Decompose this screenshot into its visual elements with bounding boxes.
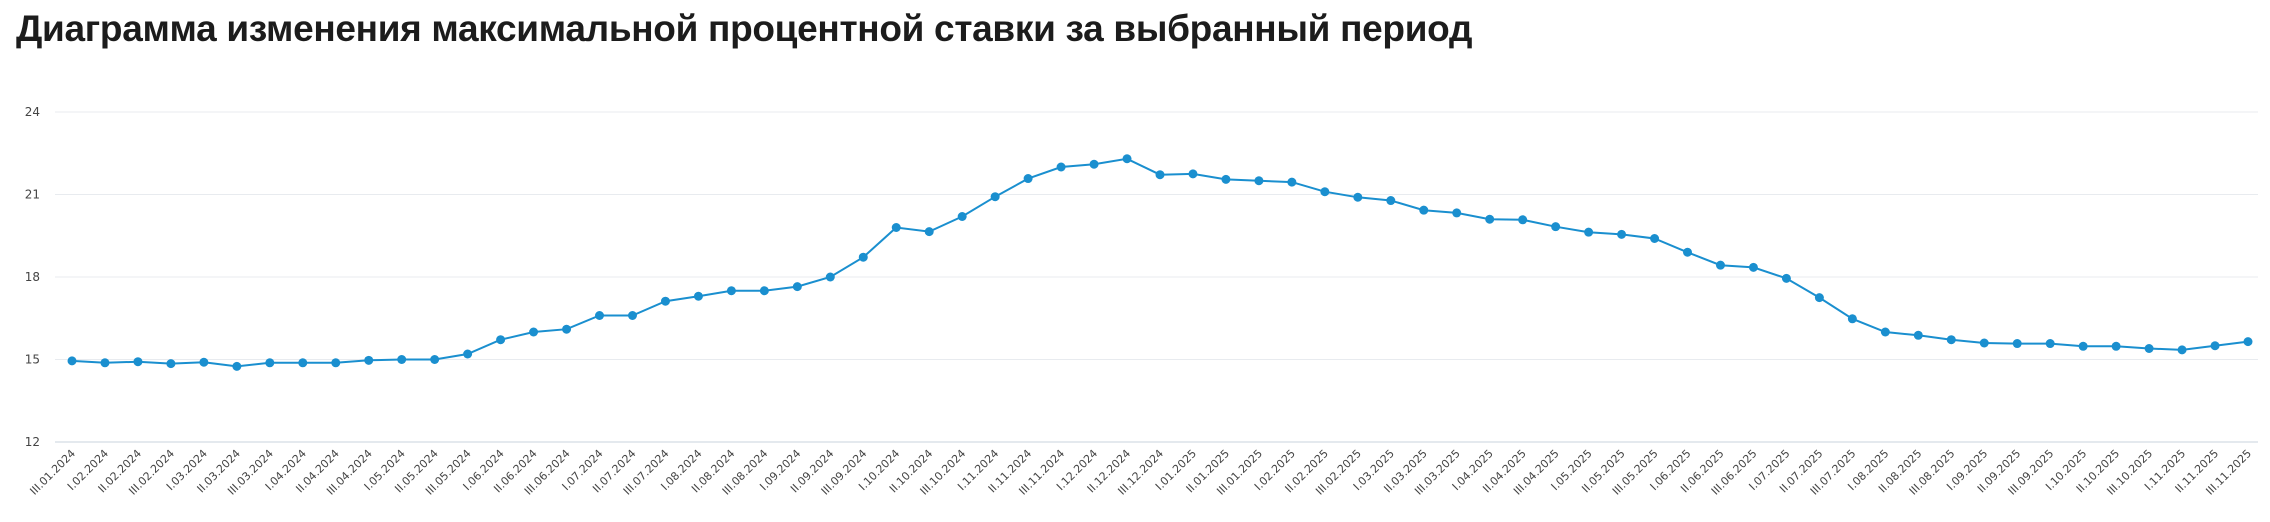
data-point[interactable]: II.10.2025: 15.48 — [2111, 341, 2121, 351]
page-title: Диаграмма изменения максимальной процент… — [16, 8, 1473, 49]
x-axis-tick-labels: III.01.2024I.02.2024II.02.2024III.02.202… — [27, 447, 2254, 498]
data-point[interactable]: III.11.2024: 22 — [1056, 162, 1066, 172]
data-point[interactable]: I.12.2024: 22.1 — [1089, 159, 1099, 169]
data-point[interactable]: III.08.2025: 15.72 — [1946, 335, 1956, 345]
data-point[interactable]: I.04.2024: 14.88 — [298, 358, 308, 368]
data-point[interactable]: III.06.2024: 16.1 — [562, 324, 572, 334]
data-point[interactable]: III.02.2025: 20.9 — [1353, 192, 1363, 202]
data-point[interactable]: II.11.2025: 15.5 — [2210, 341, 2220, 351]
data-point[interactable]: I.11.2024: 20.92 — [990, 192, 1000, 202]
data-point[interactable]: III.05.2025: 19.4 — [1650, 234, 1660, 243]
data-point[interactable]: II.02.2025: 21.1 — [1320, 187, 1330, 197]
data-point[interactable]: II.04.2024: 14.88 — [331, 358, 341, 368]
data-point[interactable]: III.03.2024: 14.88 — [265, 358, 275, 368]
data-point[interactable]: III.03.2025: 20.33 — [1452, 208, 1462, 218]
data-point[interactable]: III.12.2024: 21.72 — [1155, 170, 1165, 180]
data-point[interactable]: III.10.2025: 15.4 — [2144, 344, 2154, 353]
data-point[interactable]: I.03.2025: 20.78 — [1386, 196, 1396, 206]
data-point[interactable]: I.06.2024: 15.72 — [496, 335, 506, 345]
data-point[interactable]: II.05.2024: 15 — [430, 355, 440, 364]
data-point[interactable]: III.10.2024: 20.2 — [957, 212, 967, 221]
data-point[interactable]: II.11.2024: 21.58 — [1023, 174, 1033, 184]
data-point[interactable]: III.05.2024: 15.2 — [463, 349, 473, 359]
data-point[interactable]: III.11.2025: 15.65 — [2243, 337, 2253, 347]
y-tick-label: 24 — [25, 105, 40, 119]
data-point[interactable]: II.07.2025: 17.25 — [1814, 293, 1824, 303]
data-point[interactable]: II.08.2025: 15.88 — [1913, 330, 1923, 340]
data-point[interactable]: I.09.2024: 17.65 — [792, 282, 802, 292]
data-point[interactable]: II.04.2025: 20.08 — [1518, 215, 1528, 225]
data-point[interactable]: II.07.2024: 16.6 — [627, 311, 637, 320]
data-point[interactable]: III.02.2024: 14.85 — [166, 359, 176, 369]
data-point[interactable]: II.08.2024: 17.5 — [726, 286, 736, 296]
data-point[interactable]: I.07.2024: 16.6 — [595, 311, 605, 320]
data-point[interactable]: II.03.2025: 20.43 — [1419, 205, 1429, 215]
data-point[interactable]: II.05.2025: 19.55 — [1617, 229, 1627, 239]
data-point[interactable]: I.10.2024: 19.8 — [891, 223, 901, 232]
series-points: III.01.2024: 14.95 I.02.2024: 14.88 II.02.… — [67, 154, 2253, 371]
data-point[interactable]: III.04.2024: 14.97 — [364, 355, 374, 365]
data-point[interactable]: I.03.2024: 14.9 — [199, 357, 209, 367]
data-point[interactable]: II.09.2025: 15.58 — [2012, 339, 2022, 349]
y-axis-tick-labels: 12 15 18 21 24 — [25, 105, 40, 449]
y-tick-label: 12 — [25, 435, 40, 449]
data-point[interactable]: II.09.2024: 18 — [825, 272, 835, 282]
data-point[interactable]: I.05.2025: 19.63 — [1584, 227, 1594, 237]
data-point[interactable]: III.06.2025: 18.35 — [1748, 262, 1758, 272]
data-point[interactable]: II.06.2024: 16 — [529, 327, 539, 337]
data-point[interactable]: III.09.2025: 15.58 — [2045, 339, 2055, 349]
data-point[interactable]: I.04.2025: 20.1 — [1485, 214, 1495, 224]
data-point[interactable]: I.10.2025: 15.48 — [2078, 341, 2088, 351]
data-point[interactable]: I.02.2024: 14.88 — [100, 358, 110, 368]
y-tick-label: 15 — [25, 353, 40, 367]
data-point[interactable]: I.01.2025: 21.75 — [1188, 169, 1198, 179]
data-point[interactable]: I.02.2025: 21.45 — [1287, 177, 1297, 187]
data-point[interactable]: III.01.2025: 21.5 — [1254, 176, 1264, 186]
y-tick-label: 21 — [25, 188, 40, 202]
data-point[interactable]: III.04.2025: 19.83 — [1551, 222, 1561, 232]
data-point[interactable]: I.11.2025: 15.35 — [2177, 345, 2187, 355]
data-point[interactable]: II.02.2024: 14.92 — [133, 357, 143, 367]
data-point[interactable]: II.10.2024: 19.65 — [924, 227, 934, 237]
chart-gridlines — [55, 111, 2258, 443]
data-point[interactable]: III.01.2024: 14.95 — [67, 356, 77, 366]
data-point[interactable]: III.08.2024: 17.5 — [759, 286, 769, 296]
data-point[interactable]: II.01.2025: 21.55 — [1221, 174, 1231, 184]
y-tick-label: 18 — [25, 270, 40, 284]
data-point[interactable]: II.12.2024: 22.3 — [1122, 154, 1132, 164]
data-point[interactable]: I.09.2025: 15.6 — [1979, 338, 1989, 348]
data-point[interactable]: III.09.2024: 18.72 — [858, 252, 868, 262]
data-point[interactable]: I.08.2024: 17.3 — [693, 291, 703, 301]
data-point[interactable]: III.07.2025: 16.48 — [1847, 314, 1857, 324]
data-point[interactable]: II.06.2025: 18.43 — [1715, 260, 1725, 270]
data-point[interactable]: III.07.2024: 17.12 — [660, 296, 670, 306]
data-point[interactable]: I.07.2025: 17.95 — [1781, 273, 1791, 283]
data-point[interactable]: I.05.2024: 15 — [397, 355, 407, 364]
data-point[interactable]: I.08.2025: 16 — [1880, 327, 1890, 337]
data-point[interactable]: I.06.2025: 18.9 — [1683, 247, 1693, 257]
data-point[interactable]: II.03.2024: 14.75 — [232, 361, 242, 371]
